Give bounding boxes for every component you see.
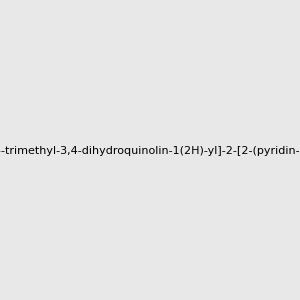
Text: 1-[4-(4-chlorophenyl)-2,2,4-trimethyl-3,4-dihydroquinolin-1(2H)-yl]-2-[2-(pyridi: 1-[4-(4-chlorophenyl)-2,2,4-trimethyl-3,… [0, 146, 300, 157]
